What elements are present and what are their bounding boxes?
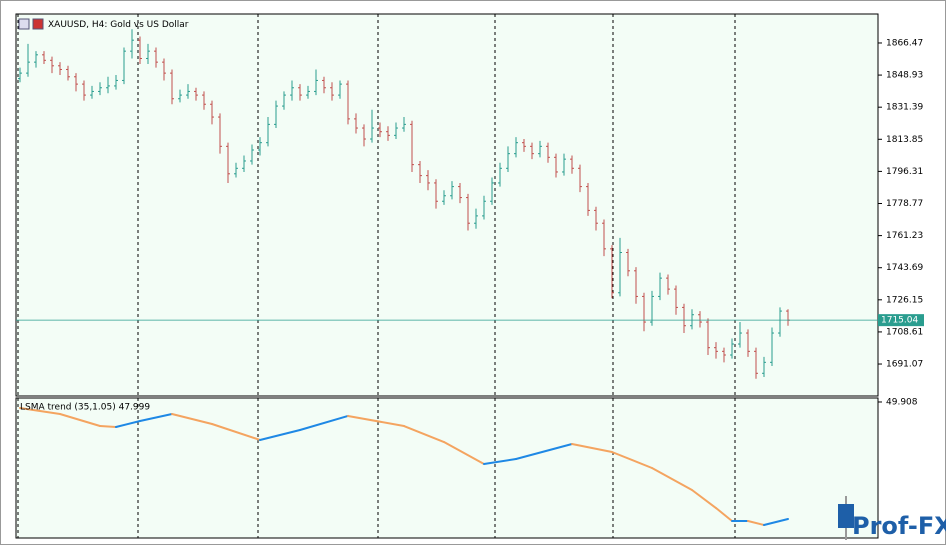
y-tick-label: 1813.85 — [886, 135, 923, 145]
indicator-segment — [347, 414, 405, 428]
indicator-segment — [715, 507, 733, 523]
price-panel: 1866.47 1848.93 1831.39 1813.85 1796.31 1778.… — [15, 13, 924, 397]
indicator-segment — [611, 451, 653, 469]
y-tick-label: 1778.77 — [886, 199, 923, 209]
indicator-segment — [171, 412, 213, 425]
y-tick-label: 1831.39 — [886, 103, 923, 113]
panel-background — [15, 13, 879, 397]
y-tick-label: 1796.31 — [886, 167, 923, 177]
y-tick-label: 1726.15 — [886, 295, 923, 305]
y-tick-label: 1708.61 — [886, 327, 923, 337]
y-tick-label: 1761.23 — [886, 231, 923, 241]
title-icon — [18, 18, 44, 30]
watermark: Prof-FX — [852, 512, 946, 540]
y-tick-label: 1743.69 — [886, 263, 923, 273]
indicator-segment — [139, 412, 173, 422]
indicator-segment — [571, 442, 613, 454]
indicator-segment — [115, 419, 141, 428]
indicator-segment — [299, 414, 349, 431]
indicator-segment — [19, 406, 61, 415]
y-tick-label: 49.908 — [886, 397, 918, 407]
indicator-title: LSMA trend (35,1.05) 47.999 — [20, 403, 150, 413]
indicator-segment — [259, 428, 301, 441]
indicator-segment — [651, 467, 693, 492]
y-tick-label: 1691.07 — [886, 360, 923, 370]
indicator-segment — [59, 412, 101, 428]
y-tick-label: 1866.47 — [886, 38, 923, 48]
indicator-segment — [747, 520, 765, 527]
current-price-box — [878, 314, 924, 327]
chart-title: XAUUSD, H4: Gold vs US Dollar — [48, 20, 189, 30]
panel-background — [15, 397, 879, 539]
y-tick-label: 1848.93 — [886, 71, 923, 81]
indicator-segment — [403, 425, 445, 444]
indicator-segment — [483, 457, 517, 466]
indicator-panel: 49.908 — [15, 397, 918, 539]
indicator-segment — [691, 489, 717, 510]
indicator-segment — [515, 442, 573, 460]
indicator-segment — [763, 517, 789, 527]
indicator-segment — [443, 441, 485, 466]
current-price-label: 1715.04 — [881, 316, 918, 326]
watermark-icon — [838, 496, 854, 540]
indicator-segment — [99, 425, 117, 428]
indicator-segment — [211, 422, 261, 441]
